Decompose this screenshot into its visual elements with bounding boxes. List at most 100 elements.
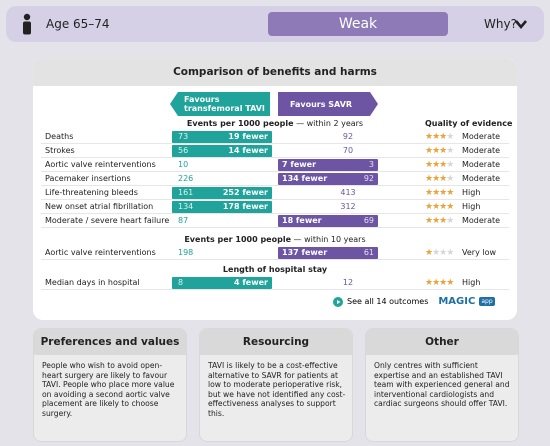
favours-tavi: Favours transfemoral TAVI (184, 95, 265, 113)
brand-badge: app (479, 297, 495, 306)
savr-value: 92 (342, 132, 354, 141)
row-divider (41, 143, 509, 144)
star: ★ (446, 160, 454, 170)
difference: 7 fewer (282, 160, 317, 169)
quality-stars: ★★★★ (425, 144, 454, 158)
savr-value: 92 (363, 174, 374, 183)
quality-level: Moderate (462, 160, 501, 169)
star: ★ (425, 188, 433, 198)
quality-stars: ★★★★ (425, 246, 454, 260)
favour-bar (172, 145, 272, 157)
info-panel: Preferences and values People who wish to… (33, 328, 187, 442)
quality-level: Very low (462, 248, 496, 257)
panel-title: Preferences and values (34, 329, 186, 355)
star: ★ (432, 202, 440, 212)
star: ★ (446, 132, 454, 142)
heading: Events per 1000 people (186, 119, 294, 128)
quality-level: High (462, 278, 481, 287)
star: ★ (432, 146, 440, 156)
outcome-label: Median days in hospital (45, 278, 140, 287)
panel-title: Other (366, 329, 518, 355)
row-divider (41, 157, 509, 158)
savr-value: 312 (340, 202, 356, 211)
outcome-label: New onset atrial fibrillation (45, 202, 154, 211)
favour-bar (278, 159, 378, 171)
star: ★ (425, 216, 433, 226)
difference: 18 fewer (282, 216, 322, 225)
tavi-value: 73 (178, 132, 189, 141)
star: ★ (425, 132, 433, 142)
star: ★ (439, 146, 447, 156)
savr-value: 12 (342, 278, 354, 287)
tavi-value: 87 (178, 216, 189, 225)
favours-tavi-tab: Favours transfemoral TAVI (170, 92, 270, 116)
favours-savr: Favours SAVR (290, 99, 353, 109)
favour-bar (278, 215, 378, 227)
quality-level: Moderate (462, 216, 501, 225)
card-title: Comparison of benefits and harms (33, 58, 517, 86)
header-bar[interactable]: Age 65–74 Weak Why? (6, 6, 544, 42)
see-all-link[interactable]: See all 14 outcomes MAGIC app (333, 296, 495, 307)
star: ★ (446, 146, 454, 156)
star: ★ (446, 174, 454, 184)
star: ★ (432, 248, 440, 258)
comparison-card: Comparison of benefits and harms Favours… (33, 58, 517, 320)
star: ★ (432, 174, 440, 184)
quality-level: Moderate (462, 146, 501, 155)
quality-stars: ★★★★ (425, 172, 454, 186)
star: ★ (425, 146, 433, 156)
favour-bar (278, 173, 378, 185)
subheading: — within 10 years (293, 235, 366, 244)
section-heading: Length of hospital stay (33, 265, 517, 274)
link-text: See all 14 outcomes (347, 297, 429, 306)
quality-level: High (462, 188, 481, 197)
difference: 4 fewer (233, 278, 268, 287)
row-divider (41, 289, 509, 290)
star: ★ (425, 248, 433, 258)
panel-text: Only centres with sufficient expertise a… (374, 361, 510, 409)
panel-text: People who wish to avoid open-heart surg… (42, 361, 175, 418)
difference: 14 fewer (228, 146, 268, 155)
quality-heading: Quality of evidence (425, 119, 513, 128)
tavi-value: 161 (178, 188, 194, 197)
star: ★ (439, 278, 447, 288)
outcome-label: Moderate / severe heart failure (45, 216, 170, 225)
savr-value: 3 (368, 160, 374, 169)
difference: 252 fewer (222, 188, 268, 197)
star: ★ (439, 216, 447, 226)
star: ★ (439, 202, 447, 212)
section-heading: Events per 1000 people — within 10 years (33, 235, 517, 244)
tavi-value: 198 (178, 248, 194, 257)
why-button[interactable]: Why? (484, 17, 517, 31)
panel-title: Resourcing (200, 329, 352, 355)
person-icon (23, 13, 31, 35)
outcome-label: Strokes (45, 146, 75, 155)
outcome-label: Life-threatening bleeds (45, 188, 138, 197)
savr-value: 61 (363, 248, 374, 257)
star: ★ (446, 202, 454, 212)
difference: 178 fewer (222, 202, 268, 211)
difference: 19 fewer (228, 132, 268, 141)
outcome-label: Aortic valve reinterventions (45, 248, 156, 257)
star: ★ (425, 202, 433, 212)
star: ★ (432, 188, 440, 198)
star: ★ (425, 160, 433, 170)
star: ★ (432, 216, 440, 226)
star: ★ (425, 174, 433, 184)
quality-level: Moderate (462, 132, 501, 141)
chevron-icon[interactable] (514, 18, 528, 30)
star: ★ (439, 248, 447, 258)
favour-bar (278, 247, 378, 259)
tavi-value: 56 (178, 146, 189, 155)
tavi-value: 10 (178, 160, 189, 169)
star: ★ (439, 174, 447, 184)
outcome-label: Deaths (45, 132, 74, 141)
star: ★ (446, 278, 454, 288)
info-panel: Other Only centres with sufficient expert… (365, 328, 519, 442)
tavi-value: 226 (178, 174, 194, 183)
star: ★ (432, 132, 440, 142)
quality-level: Moderate (462, 174, 501, 183)
row-divider (41, 213, 509, 214)
quality-stars: ★★★★ (425, 200, 454, 214)
